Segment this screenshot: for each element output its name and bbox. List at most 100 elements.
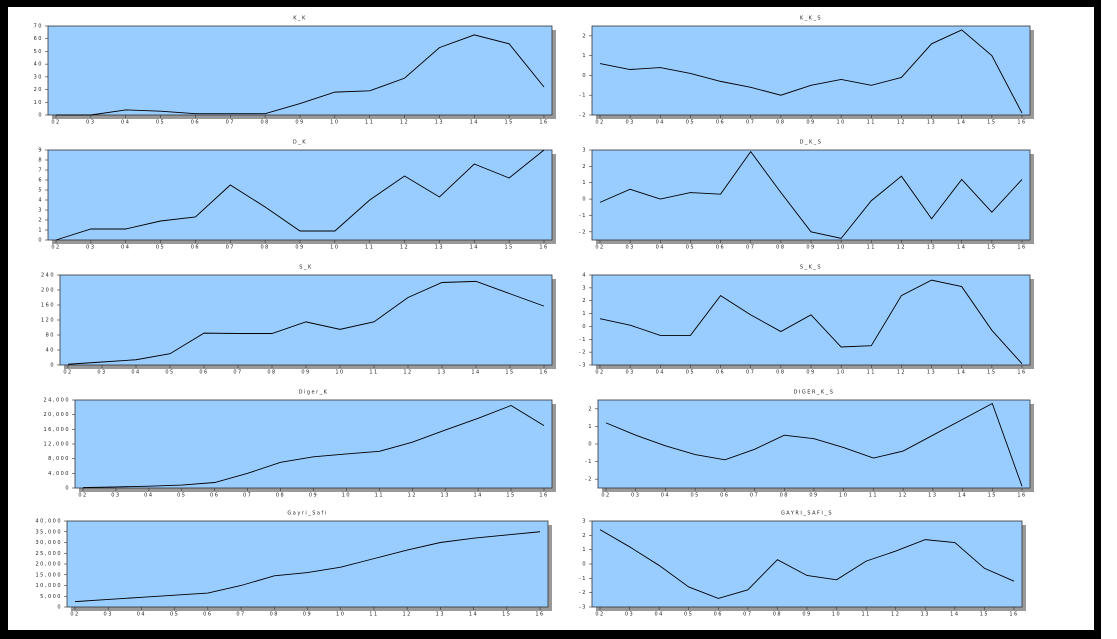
x-tick-label: 06 (210, 493, 219, 499)
x-tick-label: 04 (137, 612, 146, 618)
x-tick-label: 10 (336, 612, 345, 618)
x-tick-label: 06 (191, 120, 200, 126)
y-tick-label: -2 (585, 477, 593, 483)
x-tick-label: 15 (506, 493, 515, 499)
x-tick-label: 14 (957, 245, 966, 251)
chart-title: K_K_S (800, 16, 822, 22)
y-tick-label: 240 (41, 273, 55, 279)
series-line (599, 150, 1023, 239)
y-tick-label: 2 (582, 164, 587, 170)
x-tick-label: 13 (927, 245, 936, 251)
x-tick-label: 04 (654, 612, 663, 618)
x-tick-label: 08 (780, 493, 789, 499)
x-tick-label: 06 (716, 245, 725, 251)
x-tick-label: 13 (927, 370, 936, 376)
x-tick-label: 05 (170, 612, 179, 618)
y-tick-label: 1 (582, 311, 587, 317)
x-tick-label: 09 (295, 245, 304, 251)
x-tick-label: 05 (686, 370, 695, 376)
x-tick-label: 13 (927, 120, 936, 126)
y-tick-label: -1 (579, 337, 587, 343)
x-tick-label: 03 (97, 370, 106, 376)
y-tick-label: 40 (46, 348, 55, 354)
x-tick-label: 10 (836, 245, 845, 251)
x-tick-label: 11 (375, 493, 384, 499)
x-tick-label: 07 (746, 245, 755, 251)
y-tick-label: 16,000 (44, 427, 71, 433)
x-tick-label: 10 (836, 120, 845, 126)
x-tick-label: 10 (330, 245, 339, 251)
x-tick-label: 15 (505, 370, 514, 376)
series-line (82, 404, 545, 489)
x-tick-label: 05 (165, 370, 174, 376)
x-tick-label: 09 (806, 245, 815, 251)
x-tick-label: 09 (301, 370, 310, 376)
x-tick-label: 09 (806, 120, 815, 126)
plot-area (47, 25, 553, 116)
x-tick-label: 07 (746, 120, 755, 126)
y-tick-label: 0 (38, 238, 43, 244)
y-tick-label: -2 (579, 350, 587, 356)
x-tick-label: 04 (656, 245, 665, 251)
x-tick-label: 10 (342, 493, 351, 499)
x-tick-label: 11 (867, 245, 876, 251)
x-tick-label: 16 (539, 245, 548, 251)
x-tick-label: 08 (260, 245, 269, 251)
x-tick-label: 12 (897, 370, 906, 376)
chart-title: Diger_K (299, 390, 329, 396)
x-tick-label: 06 (720, 493, 729, 499)
x-tick-label: 03 (104, 612, 113, 618)
x-tick-label: 11 (369, 612, 378, 618)
x-tick-label: 02 (51, 120, 60, 126)
y-tick-label: 35,000 (36, 529, 63, 535)
y-tick-label: -3 (579, 363, 587, 369)
x-tick-label: 10 (832, 612, 841, 618)
x-tick-label: 12 (891, 612, 900, 618)
x-tick-label: 12 (400, 120, 409, 126)
x-tick-label: 02 (601, 493, 610, 499)
chart-title: GAYRI_SAFI_S (781, 511, 833, 517)
y-tick-label: 24,000 (44, 398, 71, 404)
x-tick-label: 04 (656, 120, 665, 126)
plot-area (59, 274, 553, 366)
x-tick-label: 02 (595, 120, 604, 126)
y-tick-label: 120 (41, 318, 55, 324)
x-tick-label: 04 (121, 120, 130, 126)
x-tick-label: 16 (539, 493, 548, 499)
y-tick-label: 25,000 (36, 551, 63, 557)
chart-title: S_K_S (800, 265, 822, 271)
x-tick-label: 05 (684, 612, 693, 618)
plot-area (591, 25, 1031, 116)
y-tick-label: 0 (38, 113, 43, 119)
x-tick-label: 11 (861, 612, 870, 618)
x-tick-label: 08 (773, 612, 782, 618)
x-tick-label: 08 (776, 120, 785, 126)
y-tick-label: 0 (582, 562, 587, 568)
y-tick-label: 3 (582, 285, 587, 291)
y-tick-label: 4 (38, 198, 43, 204)
plot-area (74, 399, 553, 489)
y-tick-label: 10 (34, 100, 43, 106)
series-line (599, 29, 1023, 114)
x-tick-label: 16 (1017, 493, 1026, 499)
x-tick-label: 09 (303, 612, 312, 618)
y-tick-label: 30 (34, 74, 43, 80)
y-tick-label: 2 (38, 218, 43, 224)
y-tick-label: 0 (588, 442, 593, 448)
x-tick-label: 09 (802, 612, 811, 618)
x-tick-label: 14 (473, 493, 482, 499)
series-line (599, 279, 1023, 365)
x-tick-label: 14 (470, 245, 479, 251)
x-tick-label: 13 (435, 120, 444, 126)
x-tick-label: 15 (504, 120, 513, 126)
y-tick-label: 1 (582, 53, 587, 59)
x-tick-label: 11 (365, 120, 374, 126)
x-tick-label: 10 (839, 493, 848, 499)
y-tick-label: 30,000 (36, 540, 63, 546)
x-tick-label: 02 (595, 370, 604, 376)
x-tick-label: 02 (70, 612, 79, 618)
x-tick-label: 15 (988, 493, 997, 499)
x-tick-label: 03 (625, 370, 634, 376)
x-tick-label: 05 (690, 493, 699, 499)
